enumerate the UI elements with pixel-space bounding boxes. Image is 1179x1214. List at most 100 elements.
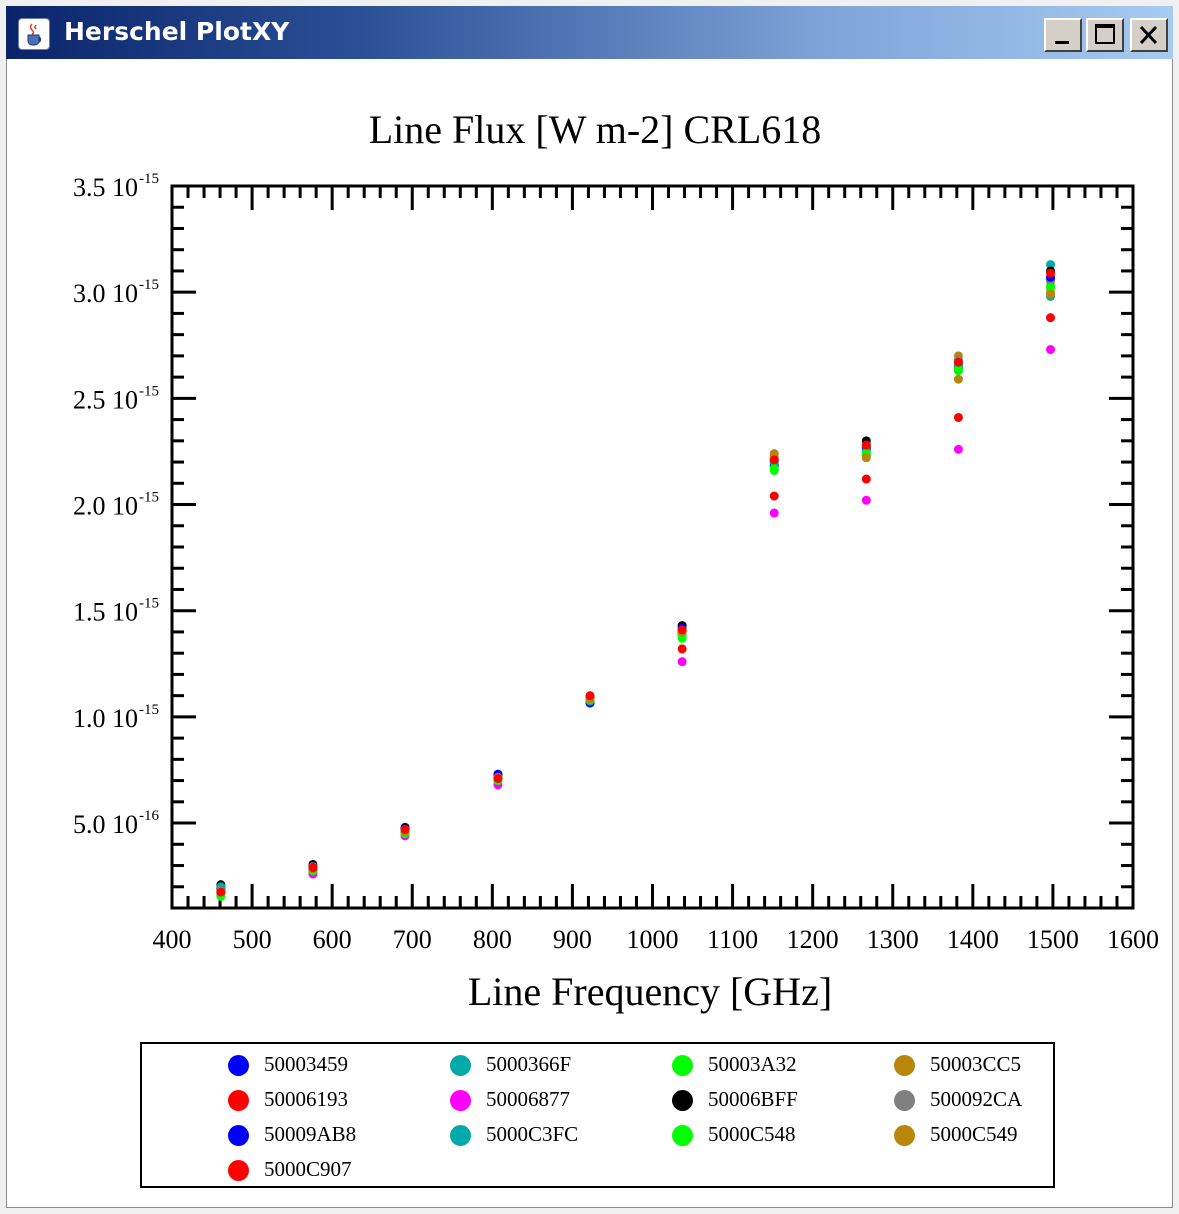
data-point [954,358,963,367]
x-tick-label: 700 [393,925,432,954]
legend-marker [894,1055,915,1076]
series-50003CC5 [216,288,1055,893]
data-point [308,863,317,872]
data-point [862,475,871,484]
y-tick-exponent: -16 [139,808,159,824]
y-tick-label: 3.0 10 [73,279,138,308]
series-5000C548 [216,283,1055,900]
x-tick-label: 1100 [707,925,758,954]
legend-marker [450,1055,471,1076]
series-50006BFF [216,266,1055,889]
y-tick-label: 1.5 10 [73,598,138,627]
legend-label: 50003A32 [708,1052,797,1077]
legend-item: 50003A32 [672,1050,882,1080]
data-point [954,375,963,384]
legend: 50003459 5000366F 50003A32 50003CC5 50006193… [140,1042,1055,1188]
legend-label: 5000C3FC [486,1122,578,1147]
legend-label: 5000366F [486,1052,571,1077]
legend-label: 50009AB8 [264,1122,356,1147]
y-tick-exponent: -15 [139,383,159,399]
y-tick-label: 2.0 10 [73,492,138,521]
data-point [1046,269,1055,278]
legend-marker [894,1125,915,1146]
legend-item: 50003459 [228,1050,438,1080]
data-point [1046,313,1055,322]
scatter-chart: Line Flux [W m-2] CRL618 Line Frequency … [0,0,1179,1040]
data-points [216,260,1055,901]
x-tick-label: 1600 [1107,925,1159,954]
legend-label: 50003459 [264,1052,348,1077]
y-tick-exponent: -15 [139,490,159,506]
series-5000C907 [216,269,1055,897]
data-point [862,441,871,450]
legend-marker [228,1090,249,1111]
data-point [678,625,687,634]
data-point [1046,290,1055,299]
legend-item: 50003CC5 [894,1050,1104,1080]
data-point [493,774,502,783]
data-point [1046,345,1055,354]
y-tick-exponent: -15 [139,702,159,718]
legend-marker [228,1055,249,1076]
y-tick-exponent: -15 [139,596,159,612]
data-point [862,496,871,505]
series-5000C3FC [216,292,1055,891]
series-500092CA [216,277,1055,893]
series-5000366F [216,260,1055,890]
x-tick-label: 500 [233,925,272,954]
legend-item: 5000C907 [228,1155,438,1185]
data-point [954,445,963,454]
y-tick-label: 5.0 10 [73,810,138,839]
legend-marker [672,1055,693,1076]
data-point [770,492,779,501]
series-50003459 [216,275,1055,893]
series-50006193 [216,313,1055,894]
x-tick-label: 1300 [867,925,919,954]
x-tick-label: 400 [153,925,192,954]
x-tick-label: 1400 [947,925,999,954]
legend-label: 5000C907 [264,1157,352,1182]
legend-label: 5000C549 [930,1122,1018,1147]
y-tick-exponent: -15 [139,171,159,187]
legend-marker [672,1090,693,1111]
legend-label: 50006BFF [708,1087,798,1112]
legend-label: 50006877 [486,1087,570,1112]
legend-label: 50006193 [264,1087,348,1112]
x-axis-label: Line Frequency [GHz] [468,969,832,1014]
data-point [586,691,595,700]
data-point [862,453,871,462]
legend-label: 500092CA [930,1087,1022,1112]
legend-item: 50006BFF [672,1085,882,1115]
x-tick-label: 600 [313,925,352,954]
legend-label: 5000C548 [708,1122,796,1147]
legend-item: 5000C3FC [450,1120,660,1150]
y-tick-label: 1.0 10 [73,704,138,733]
legend-marker [228,1160,249,1181]
legend-marker [450,1090,471,1111]
x-tick-label: 900 [553,925,592,954]
legend-item: 5000C549 [894,1120,1104,1150]
data-point [954,413,963,422]
x-tick-label: 800 [473,925,512,954]
legend-item: 50009AB8 [228,1120,438,1150]
data-point [216,888,225,897]
legend-marker [450,1125,471,1146]
y-tick-exponent: -15 [139,277,159,293]
data-point [770,509,779,518]
series-50003A32 [216,281,1055,899]
axis-ticks: 400 500 600 700 800 900 1000 1100 1200 1300 1400 15… [73,171,1159,954]
legend-item: 50006193 [228,1085,438,1115]
y-tick-label: 2.5 10 [73,385,138,414]
legend-item: 5000C548 [672,1120,882,1150]
y-tick-label: 3.5 10 [73,173,138,202]
data-point [770,464,779,473]
x-tick-label: 1500 [1027,925,1079,954]
data-point [678,644,687,653]
x-tick-label: 1000 [627,925,679,954]
legend-item: 50006877 [450,1085,660,1115]
legend-label: 50003CC5 [930,1052,1021,1077]
legend-item: 5000366F [450,1050,660,1080]
x-tick-label: 1200 [787,925,839,954]
legend-item: 500092CA [894,1085,1104,1115]
data-point [401,825,410,834]
